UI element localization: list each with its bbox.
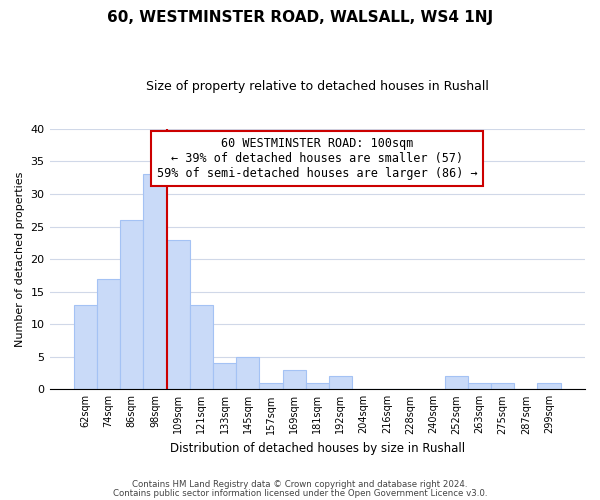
Bar <box>491 383 514 390</box>
Bar <box>329 376 352 390</box>
Bar <box>468 383 491 390</box>
Bar <box>213 364 236 390</box>
Bar <box>236 357 259 390</box>
Bar <box>445 376 468 390</box>
Text: Contains HM Land Registry data © Crown copyright and database right 2024.: Contains HM Land Registry data © Crown c… <box>132 480 468 489</box>
Bar <box>167 240 190 390</box>
Bar <box>120 220 143 390</box>
Bar <box>190 304 213 390</box>
Bar <box>97 278 120 390</box>
Bar <box>143 174 167 390</box>
Text: 60, WESTMINSTER ROAD, WALSALL, WS4 1NJ: 60, WESTMINSTER ROAD, WALSALL, WS4 1NJ <box>107 10 493 25</box>
X-axis label: Distribution of detached houses by size in Rushall: Distribution of detached houses by size … <box>170 442 465 455</box>
Title: Size of property relative to detached houses in Rushall: Size of property relative to detached ho… <box>146 80 489 93</box>
Y-axis label: Number of detached properties: Number of detached properties <box>15 172 25 347</box>
Bar <box>305 383 329 390</box>
Bar <box>259 383 283 390</box>
Text: 60 WESTMINSTER ROAD: 100sqm
← 39% of detached houses are smaller (57)
59% of sem: 60 WESTMINSTER ROAD: 100sqm ← 39% of det… <box>157 136 478 180</box>
Text: Contains public sector information licensed under the Open Government Licence v3: Contains public sector information licen… <box>113 488 487 498</box>
Bar <box>538 383 560 390</box>
Bar <box>283 370 305 390</box>
Bar <box>74 304 97 390</box>
